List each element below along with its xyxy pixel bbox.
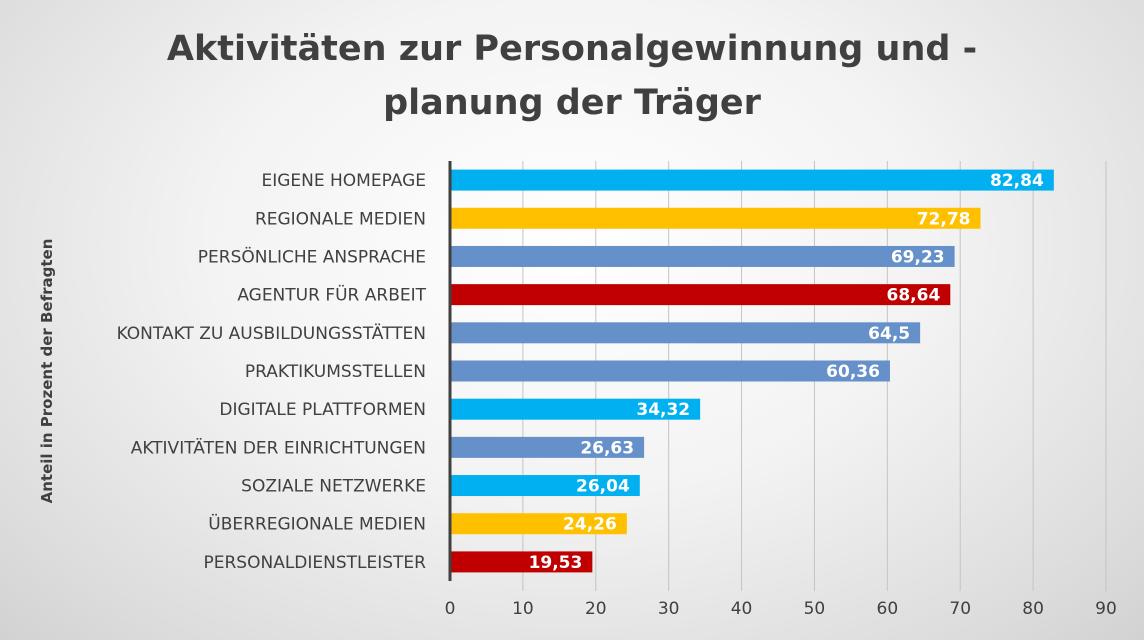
bars (450, 169, 1054, 573)
data-label: 72,78 (917, 209, 971, 229)
data-label: 34,32 (636, 400, 690, 420)
x-tick-label: 80 (1022, 599, 1044, 619)
bar (450, 551, 593, 573)
category-labels: EIGENE HOMEPAGE REGIONALE MEDIEN PERSÖNLIC… (117, 171, 427, 573)
category-label: ÜBERREGIONALE MEDIEN (208, 513, 426, 535)
x-tick-label: 50 (804, 599, 826, 619)
data-label: 60,36 (826, 362, 880, 382)
bar (450, 513, 627, 535)
x-tick-label: 0 (445, 599, 456, 619)
chart-title: Aktivitäten zur Personalgewinnung und - … (0, 22, 1144, 130)
x-tick-label: 10 (512, 599, 534, 619)
category-label: PERSÖNLICHE ANSPRACHE (198, 245, 426, 267)
category-label: PERSONALDIENSTLEISTER (204, 553, 427, 573)
bar (450, 284, 951, 306)
x-tick-label: 90 (1095, 599, 1117, 619)
x-tick-labels: 0 10 20 30 40 50 60 70 80 90 (445, 599, 1117, 619)
x-tick-label: 20 (585, 599, 607, 619)
bar (450, 360, 890, 382)
bar (450, 322, 921, 344)
bar (450, 475, 640, 497)
category-label: REGIONALE MEDIEN (255, 209, 426, 229)
category-label: AKTIVITÄTEN DER EINRICHTUNGEN (131, 437, 426, 458)
chart-title-line-2: planung der Träger (383, 83, 761, 123)
x-tick-label: 30 (658, 599, 680, 619)
data-label: 64,5 (868, 324, 910, 344)
bar (450, 169, 1054, 191)
bar (450, 436, 645, 458)
bar (450, 398, 701, 420)
y-axis-title: Anteil in Prozent der Befragten (38, 239, 56, 504)
data-label: 24,26 (563, 515, 617, 535)
data-label: 19,53 (529, 553, 583, 573)
bar (450, 245, 955, 267)
data-label: 69,23 (891, 247, 945, 267)
data-label: 26,04 (576, 477, 630, 497)
data-label: 82,84 (990, 171, 1044, 191)
data-label: 68,64 (887, 286, 941, 306)
x-tick-label: 40 (731, 599, 753, 619)
chart-title-line-1: Aktivitäten zur Personalgewinnung und - (166, 29, 978, 69)
x-tick-label: 60 (877, 599, 899, 619)
category-label: DIGITALE PLATTFORMEN (219, 400, 426, 420)
category-label: KONTAKT ZU AUSBILDUNGSSTÄTTEN (117, 323, 426, 344)
category-label: AGENTUR FÜR ARBEIT (237, 284, 426, 306)
category-label: SOZIALE NETZWERKE (241, 477, 426, 497)
category-label: EIGENE HOMEPAGE (261, 171, 426, 191)
bar (450, 207, 981, 229)
data-label: 26,63 (580, 438, 634, 458)
x-tick-label: 70 (949, 599, 971, 619)
category-label: PRAKTIKUMSSTELLEN (245, 362, 426, 382)
